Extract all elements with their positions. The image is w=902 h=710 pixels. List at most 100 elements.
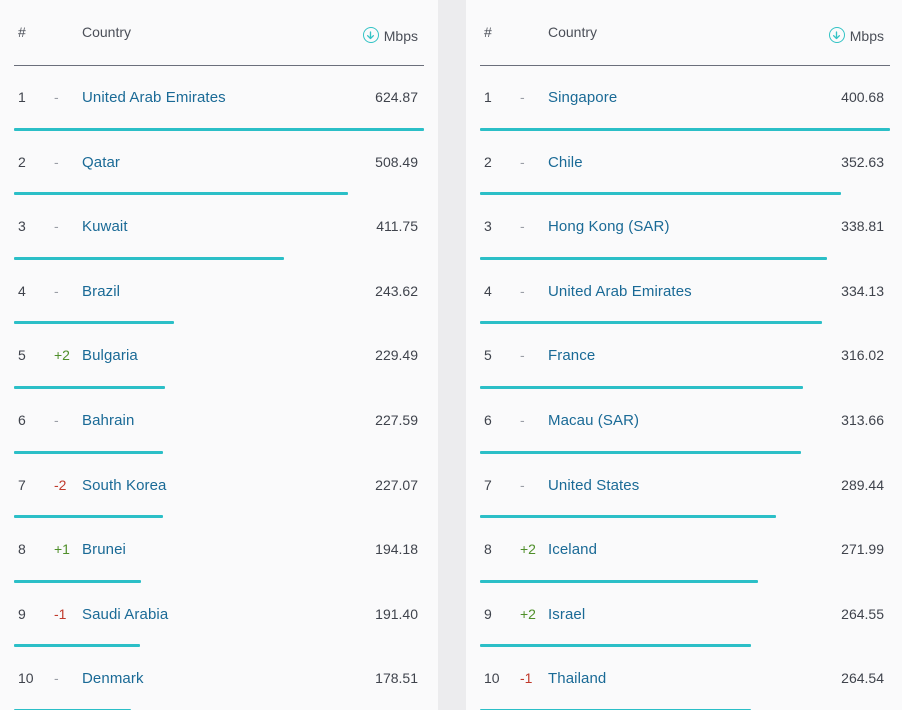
speed-value-cell: 243.62 (375, 282, 418, 299)
rank-change-cell: - (54, 411, 59, 428)
country-link[interactable]: France (548, 347, 596, 365)
speed-bar (14, 579, 142, 583)
speed-value-cell: 338.81 (841, 218, 884, 235)
rank-column-header: # (18, 24, 26, 40)
speed-bar (14, 256, 285, 260)
table-row: 1 - United Arab Emirates 624.87 (14, 66, 424, 131)
speed-value-cell: 352.63 (841, 153, 884, 170)
speed-value-cell: 508.49 (375, 153, 418, 170)
country-link[interactable]: Chile (548, 153, 583, 171)
speed-value-cell: 313.66 (841, 411, 884, 428)
speed-bar (14, 385, 165, 389)
speed-bar (14, 708, 132, 710)
country-link[interactable]: Saudi Arabia (82, 605, 169, 623)
table-row: 8 +2 Iceland 271.99 (480, 518, 890, 583)
table-row: 4 - United Arab Emirates 334.13 (480, 260, 890, 325)
rank-cell: 4 (18, 282, 26, 299)
speed-value-cell: 227.07 (375, 476, 418, 493)
country-link[interactable]: Macau (SAR) (548, 411, 640, 429)
country-link[interactable]: Qatar (82, 153, 121, 171)
rank-change-cell: - (54, 153, 59, 170)
rank-change-cell: +2 (520, 541, 536, 558)
rank-cell: 6 (18, 411, 26, 428)
table-row: 5 +2 Bulgaria 229.49 (14, 324, 424, 389)
country-link[interactable]: Singapore (548, 89, 618, 106)
speed-value-cell: 229.49 (375, 347, 418, 364)
speed-value-cell: 400.68 (841, 89, 884, 105)
speed-bar (14, 321, 174, 325)
ranking-table-right: # Country Mbps 1 - Singapore 400.68 2 - Chile 352.… (466, 0, 902, 710)
country-link[interactable]: Iceland (548, 541, 598, 559)
country-link[interactable]: Kuwait (82, 218, 128, 236)
sort-by-mbps-button[interactable]: Mbps (828, 27, 884, 44)
rank-change-cell: +2 (520, 605, 536, 622)
speed-value-cell: 194.18 (375, 541, 418, 558)
rank-change-cell: - (520, 153, 525, 170)
rank-change-cell: - (54, 670, 59, 687)
speed-value-cell: 271.99 (841, 541, 884, 558)
country-link[interactable]: United Arab Emirates (82, 89, 226, 106)
country-link[interactable]: Denmark (82, 670, 144, 688)
speed-bar (14, 127, 424, 131)
arrow-down-circle-icon (828, 27, 845, 43)
table-row: 9 +2 Israel 264.55 (480, 583, 890, 648)
speed-bar (480, 127, 890, 131)
rank-change-cell: - (54, 89, 59, 105)
country-link[interactable]: Thailand (548, 670, 607, 688)
rank-cell: 7 (484, 476, 492, 493)
rank-cell: 10 (18, 670, 34, 687)
country-link[interactable]: United Arab Emirates (548, 282, 692, 300)
rank-cell: 9 (18, 605, 26, 622)
speed-bar (480, 192, 841, 196)
rank-change-cell: - (54, 282, 59, 299)
country-link[interactable]: Hong Kong (SAR) (548, 218, 670, 236)
rank-cell: 10 (484, 670, 500, 687)
speed-bar (480, 450, 801, 454)
country-link[interactable]: Brunei (82, 541, 126, 559)
rank-change-cell: - (520, 411, 525, 428)
rank-change-cell: - (520, 89, 525, 105)
speed-value-cell: 316.02 (841, 347, 884, 364)
table-header: # Country Mbps (14, 0, 424, 66)
rank-cell: 4 (484, 282, 492, 299)
country-link[interactable]: Brazil (82, 282, 121, 300)
country-column-header: Country (82, 24, 132, 40)
speed-bar (480, 515, 777, 519)
speed-bar (14, 192, 348, 196)
rank-change-cell: - (54, 218, 59, 235)
mbps-column-header: Mbps (383, 28, 418, 44)
speed-bar (14, 644, 140, 648)
country-link[interactable]: South Korea (82, 476, 167, 494)
mbps-column-header: Mbps (849, 28, 884, 44)
table-row: 6 - Macau (SAR) 313.66 (480, 389, 890, 454)
rank-change-cell: -1 (54, 605, 67, 622)
table-row: 1 - Singapore 400.68 (480, 66, 890, 131)
sort-by-mbps-button[interactable]: Mbps (362, 27, 418, 44)
table-row: 2 - Qatar 508.49 (14, 131, 424, 196)
table-row: 9 -1 Saudi Arabia 191.40 (14, 583, 424, 648)
table-row: 6 - Bahrain 227.59 (14, 389, 424, 454)
rank-change-cell: - (520, 347, 525, 364)
rank-cell: 8 (484, 541, 492, 558)
country-link[interactable]: Israel (548, 605, 586, 623)
rank-cell: 3 (484, 218, 492, 235)
rank-change-cell: - (520, 218, 525, 235)
country-link[interactable]: Bulgaria (82, 347, 138, 365)
table-row: 5 - France 316.02 (480, 324, 890, 389)
speed-value-cell: 191.40 (375, 605, 418, 622)
rank-cell: 5 (484, 347, 492, 364)
speed-bar (480, 321, 822, 325)
country-link[interactable]: Bahrain (82, 411, 135, 429)
speed-bar (480, 385, 804, 389)
ranking-table-left: # Country Mbps 1 - United Arab Emirates 624.87… (0, 0, 438, 710)
rank-cell: 8 (18, 541, 26, 558)
rank-change-cell: - (520, 282, 525, 299)
speed-bar (480, 256, 827, 260)
table-row: 8 +1 Brunei 194.18 (14, 518, 424, 583)
country-link[interactable]: United States (548, 476, 640, 494)
rank-cell: 2 (18, 153, 26, 170)
rank-cell: 1 (484, 89, 492, 105)
table-row: 10 - Denmark 178.51 (14, 647, 424, 710)
speed-value-cell: 334.13 (841, 282, 884, 299)
